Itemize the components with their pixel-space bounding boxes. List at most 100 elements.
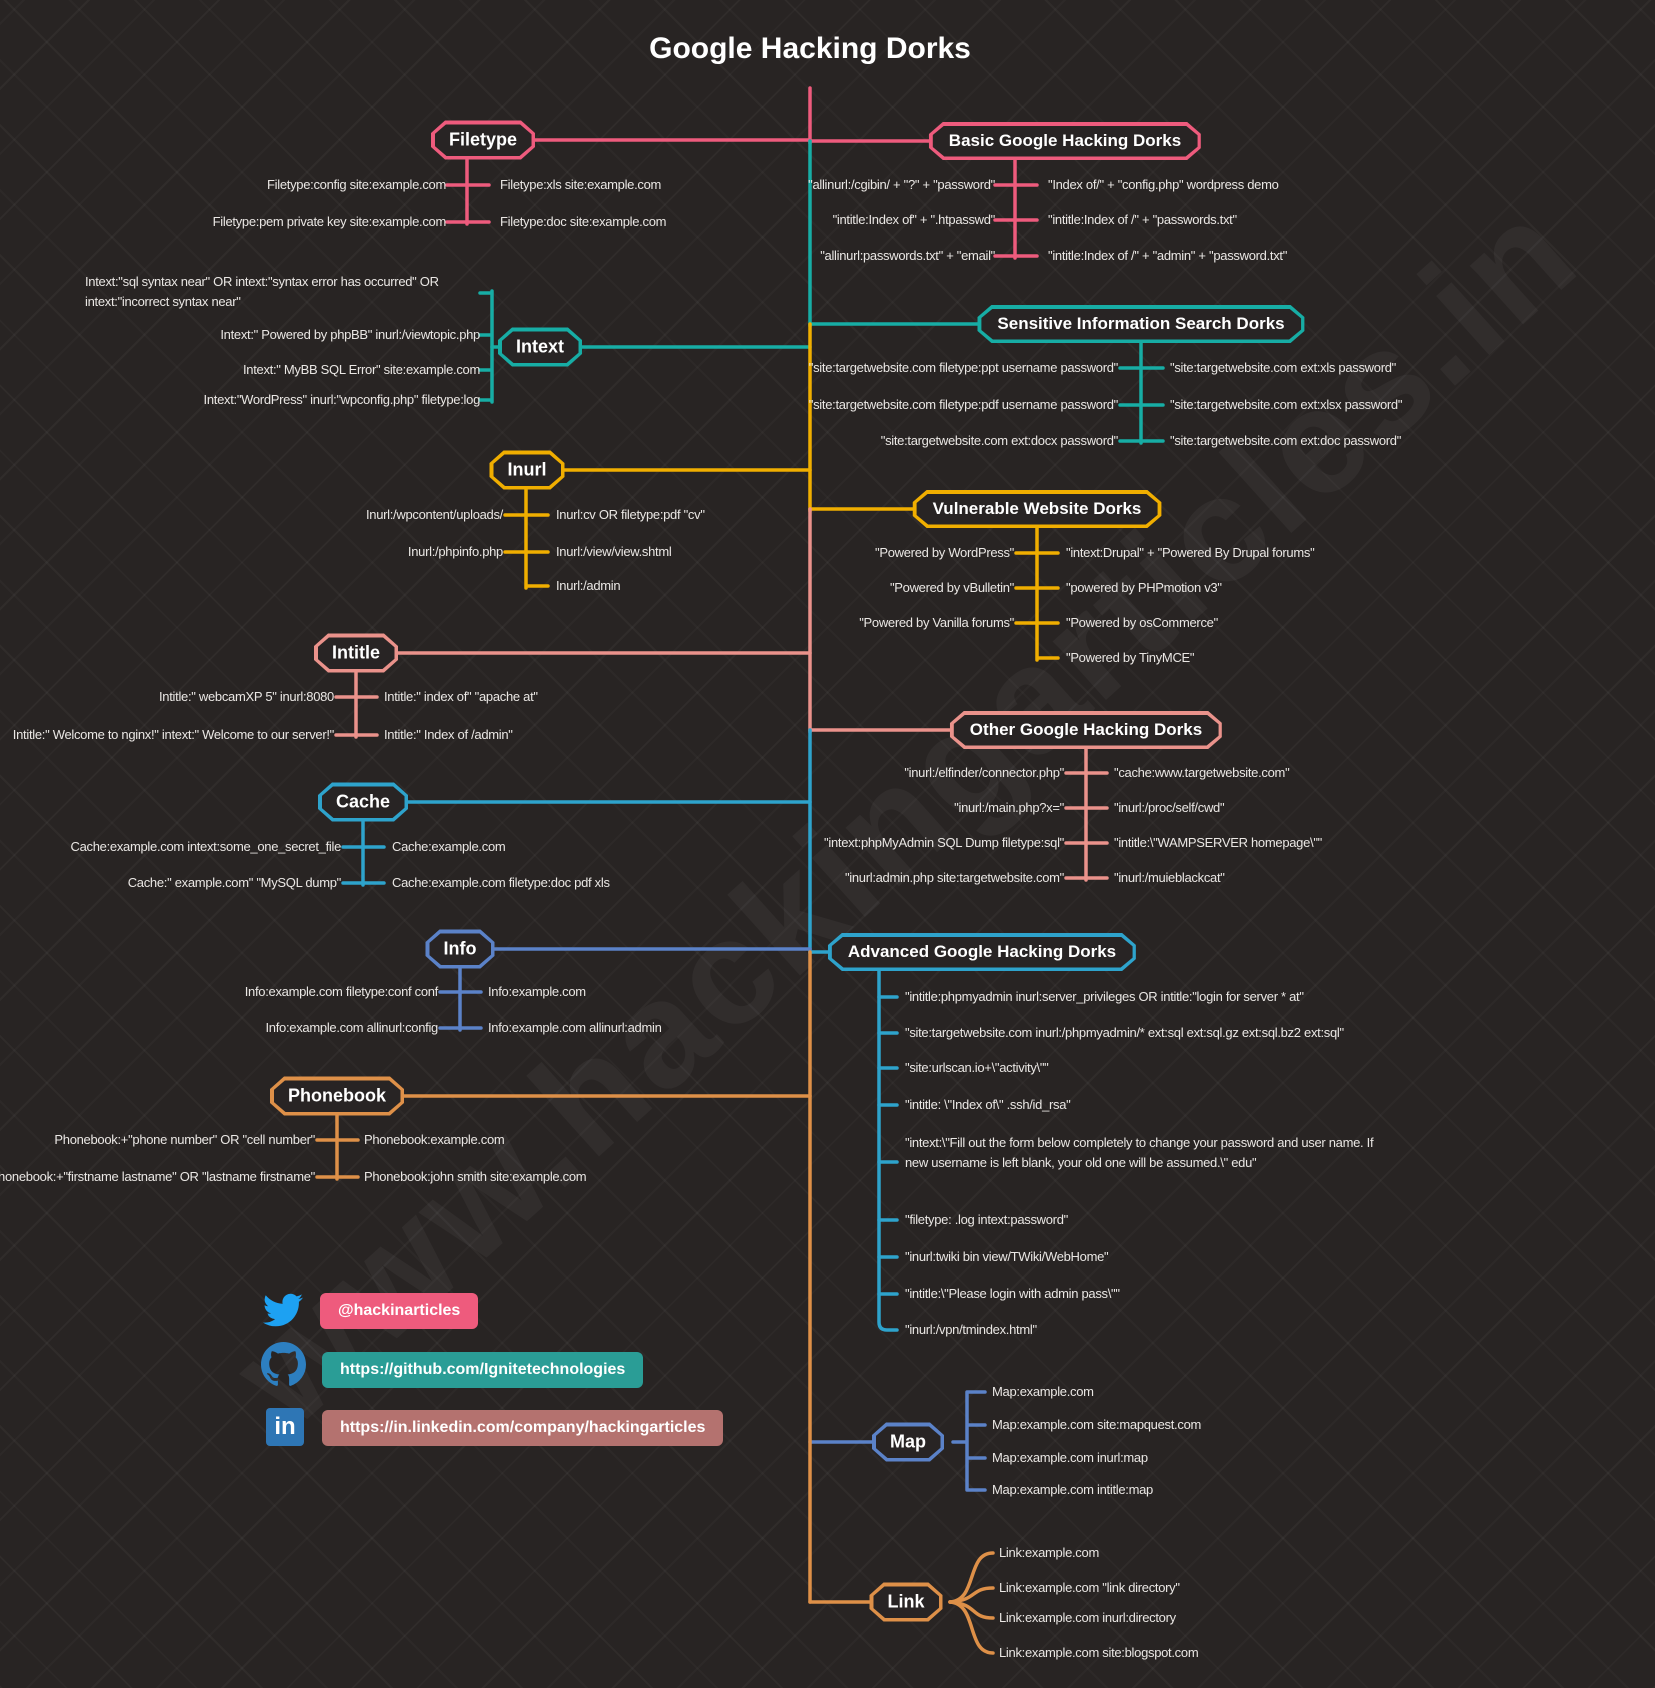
dork-item: "inurl:/muieblackcat"	[1114, 870, 1225, 885]
dork-item: "inurl:/proc/self/cwd"	[1114, 800, 1225, 815]
dork-item: Link:example.com inurl:directory	[999, 1610, 1176, 1625]
dork-item: Map:example.com intitle:map	[992, 1482, 1153, 1497]
dork-item: "Powered by WordPress"	[875, 545, 1014, 560]
dork-item: Phonebook:+"phone number" OR "cell numbe…	[54, 1132, 315, 1147]
dork-item: "intitle:Index of" + ".htpasswd"	[832, 212, 996, 227]
dork-item: "inurl:/elfinder/connector.php"	[904, 765, 1064, 780]
dork-item: Inurl:/wpcontent/uploads/	[365, 507, 503, 522]
dork-item: "allinurl:passwords.txt" + "email"	[820, 248, 995, 263]
dork-item: Link:example.com "link directory"	[999, 1580, 1180, 1595]
page-title: Google Hacking Dorks	[649, 32, 971, 65]
node-other-dorks-label: Other Google Hacking Dorks	[969, 720, 1203, 739]
dork-item: "Powered by TinyMCE"	[1066, 650, 1195, 665]
dork-item: Intext:" Powered by phpBB" inurl:/viewto…	[220, 327, 480, 342]
dork-item: "inurl:twiki bin view/TWiki/WebHome"	[905, 1249, 1109, 1264]
linkedin-url-badge: https://in.linkedin.com/company/hackinga…	[322, 1410, 724, 1446]
node-advanced-dorks: Advanced Google Hacking Dorks	[828, 933, 1136, 971]
dork-item: Info:example.com allinurl:config	[265, 1020, 439, 1035]
node-map: Map	[872, 1423, 944, 1462]
dork-item: Intitle:" Welcome to nginx!" intext:" We…	[12, 727, 335, 742]
dork-item: Link:example.com site:blogspot.com	[999, 1645, 1199, 1660]
dork-item: "Powered by Vanilla forums"	[859, 615, 1014, 630]
node-basic-dorks-label: Basic Google Hacking Dorks	[948, 131, 1182, 150]
dork-item: Inurl:/phpinfo.php	[407, 544, 503, 559]
dork-item: Inurl:/admin	[556, 578, 621, 593]
dork-item: "powered by PHPmotion v3"	[1066, 580, 1222, 595]
dork-item: Filetype:config site:example.com	[267, 177, 446, 192]
dork-item: "site:urlscan.io+\"activity\""	[905, 1060, 1049, 1075]
dork-item: "intitle:\"Please login with admin pass\…	[905, 1286, 1120, 1301]
node-sensitive-dorks: Sensitive Information Search Dorks	[977, 305, 1304, 343]
node-basic-dorks: Basic Google Hacking Dorks	[929, 122, 1201, 160]
node-intitle: Intitle	[314, 634, 398, 673]
linkedin-icon: in	[266, 1408, 304, 1446]
dork-item: Map:example.com inurl:map	[992, 1450, 1148, 1465]
twitter-handle-badge: @hackinarticles	[320, 1293, 479, 1329]
github-url-badge: https://github.com/Ignitetechnologies	[322, 1352, 644, 1388]
node-filetype: Filetype	[431, 121, 535, 160]
dork-item: Intitle:" index of" "apache at"	[384, 689, 538, 704]
dork-item: Cache:" example.com" "MySQL dump"	[127, 875, 342, 890]
dork-item: "Powered by osCommerce"	[1066, 615, 1218, 630]
node-sensitive-dorks-label: Sensitive Information Search Dorks	[997, 314, 1285, 333]
dork-item: "site:targetwebsite.com ext:docx passwor…	[880, 433, 1119, 448]
node-phonebook: Phonebook	[270, 1077, 404, 1116]
node-other-dorks: Other Google Hacking Dorks	[950, 711, 1222, 749]
node-link: Link	[869, 1583, 942, 1622]
dork-item: Link:example.com	[999, 1545, 1099, 1560]
dork-item: Phonebook:+"firstname lastname" OR "last…	[0, 1169, 315, 1184]
node-vulnerable-dorks-label: Vulnerable Website Dorks	[932, 499, 1142, 518]
node-inurl-label: Inurl	[507, 459, 547, 480]
dork-item: "site:targetwebsite.com ext:doc password…	[1170, 433, 1402, 448]
dork-item: "inurl:/main.php?x="	[954, 800, 1064, 815]
node-intext-label: Intext	[515, 336, 565, 357]
node-cache: Cache	[318, 783, 408, 822]
dork-item: "site:targetwebsite.com inurl:/phpmyadmi…	[905, 1025, 1344, 1040]
dork-item: "intext:\"Fill out the form below comple…	[905, 1135, 1374, 1170]
twitter-icon	[263, 1293, 303, 1327]
dork-item: "intitle: \"Index of\" .ssh/id_rsa"	[905, 1097, 1071, 1112]
node-cache-label: Cache	[335, 791, 391, 812]
dork-item: "intext:phpMyAdmin SQL Dump filetype:sql…	[824, 835, 1064, 850]
node-phonebook-label: Phonebook	[288, 1085, 386, 1106]
dork-item: Info:example.com	[488, 984, 586, 999]
dork-item: "inurl:/vpn/tmindex.html"	[905, 1322, 1037, 1337]
node-filetype-label: Filetype	[448, 129, 518, 150]
dork-item: Inurl:/view/view.shtml	[556, 544, 672, 559]
node-intitle-label: Intitle	[332, 642, 380, 663]
dork-item: "site:targetwebsite.com filetype:ppt use…	[808, 360, 1119, 375]
dork-item: Filetype:pem private key site:example.co…	[212, 214, 447, 229]
dork-item: Phonebook:example.com	[364, 1132, 505, 1147]
node-inurl: Inurl	[490, 451, 565, 490]
node-info-label: Info	[443, 938, 477, 959]
github-icon	[261, 1342, 306, 1386]
dork-item: "Index of/" + "config.php" wordpress dem…	[1048, 177, 1279, 192]
dork-item: "intitle:\"WAMPSERVER homepage\""	[1114, 835, 1322, 850]
dork-item: Inurl:cv OR filetype:pdf "cv"	[556, 507, 705, 522]
node-map-label: Map	[890, 1431, 926, 1452]
dork-item: "inurl:admin.php site:targetwebsite.com"	[844, 870, 1064, 885]
dork-item: Filetype:doc site:example.com	[500, 214, 667, 229]
dork-item: "site:targetwebsite.com ext:xlsx passwor…	[1170, 397, 1403, 412]
dork-item: Intitle:" Index of /admin"	[384, 727, 513, 742]
dork-item: "Powered by vBulletin"	[889, 580, 1014, 595]
dork-item: Map:example.com	[992, 1384, 1094, 1399]
dork-item: Cache:example.com	[392, 839, 506, 854]
dork-item: Intext:"WordPress" inurl:"wpconfig.php" …	[203, 392, 481, 407]
dork-item: "intitle:phpmyadmin inurl:server_privile…	[905, 989, 1304, 1004]
dork-item: "intitle:Index of /" + "passwords.txt"	[1048, 212, 1237, 227]
dork-item: Cache:example.com intext:some_one_secret…	[70, 839, 342, 854]
dork-item: "allinurl:/cgibin/ + "?" + "password"	[808, 177, 995, 192]
node-info: Info	[426, 930, 495, 969]
dork-item: Map:example.com site:mapquest.com	[992, 1417, 1202, 1432]
dork-item: "filetype: .log intext:password"	[905, 1212, 1068, 1227]
dork-item: Intext:"sql syntax near" OR intext:"synt…	[85, 274, 439, 309]
dork-item: Intitle:" webcamXP 5" inurl:8080	[159, 689, 334, 704]
dork-item: "site:targetwebsite.com ext:xls password…	[1170, 360, 1396, 375]
node-intext: Intext	[498, 328, 582, 367]
dork-item: "intext:Drupal" + "Powered By Drupal for…	[1066, 545, 1315, 560]
node-link-label: Link	[887, 1591, 925, 1612]
dork-item: "site:targetwebsite.com filetype:pdf use…	[808, 397, 1119, 412]
dork-item: Intext:" MyBB SQL Error" site:example.co…	[242, 362, 480, 377]
